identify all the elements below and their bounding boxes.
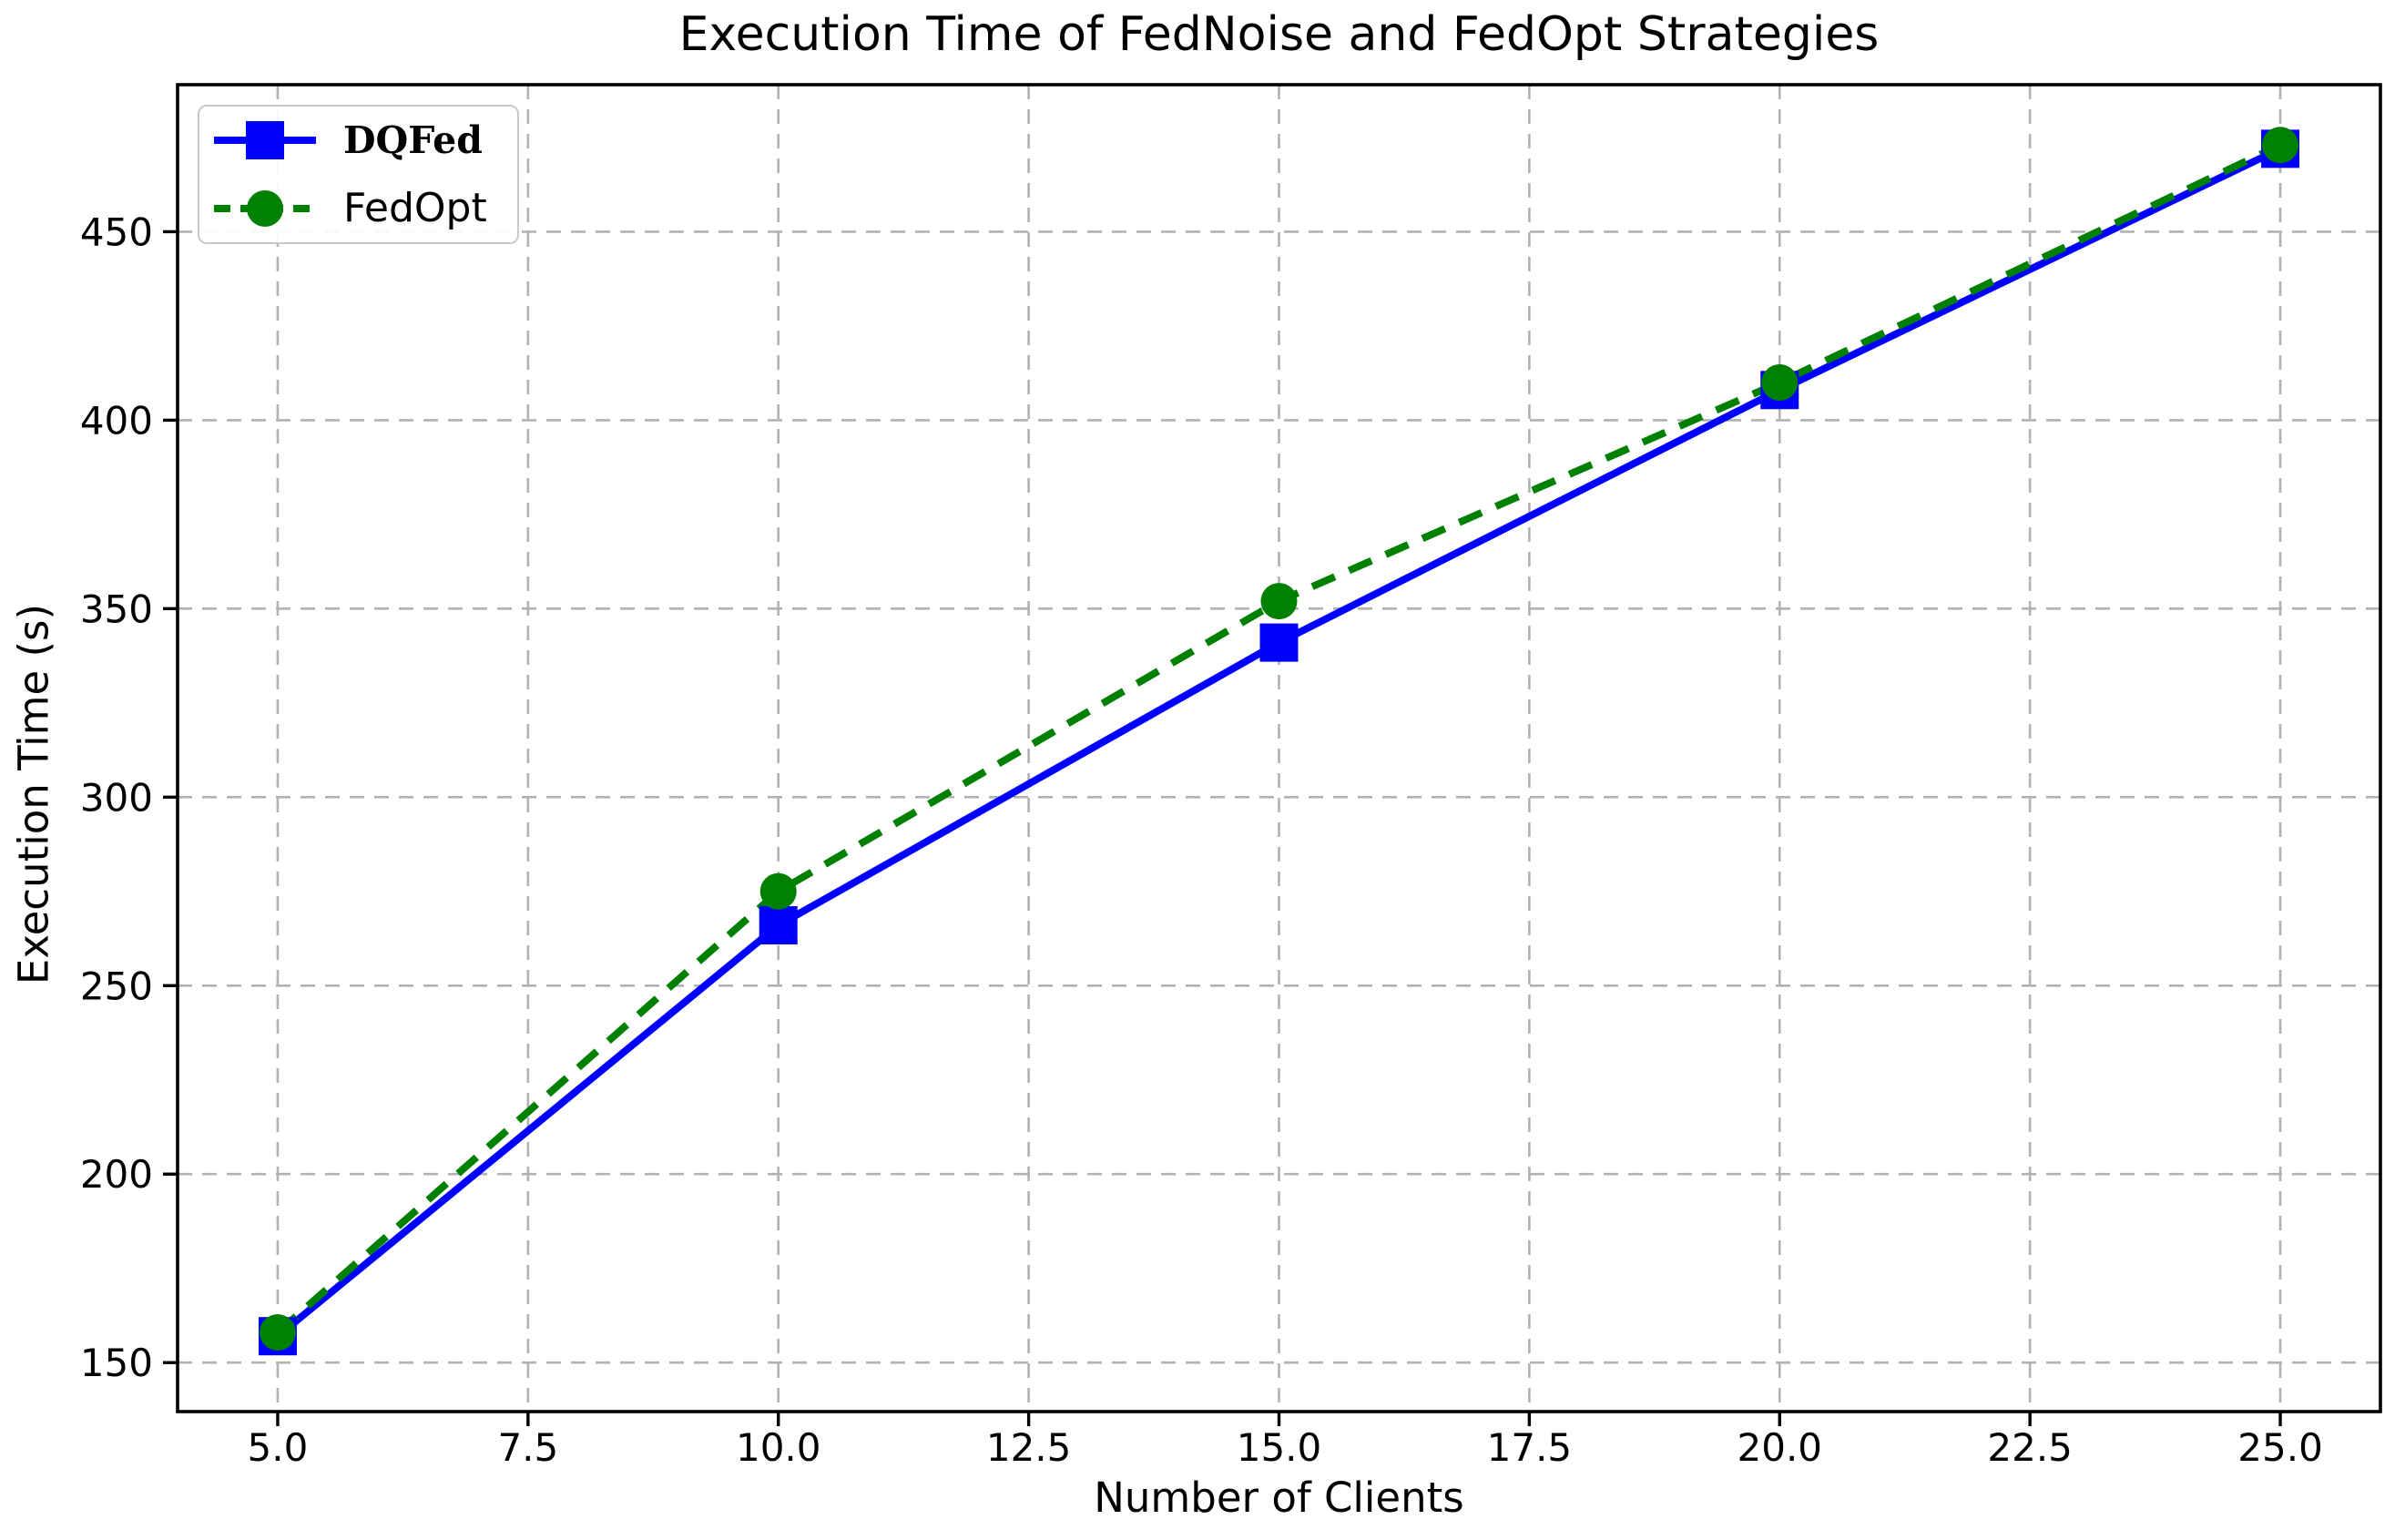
x-tick-label: 5.0 <box>248 1425 309 1470</box>
x-tick-label: 15.0 <box>1237 1425 1322 1470</box>
legend-label-fedopt: FedOpt <box>343 185 487 231</box>
legend-item-fedopt: FedOpt <box>199 185 517 231</box>
dqfed-line-square-icon <box>214 121 316 159</box>
x-tick-label: 25.0 <box>2237 1425 2323 1470</box>
x-tick-label: 7.5 <box>497 1425 558 1470</box>
legend-label-dqfed: DQFed <box>343 118 483 162</box>
legend-square-marker <box>246 121 284 159</box>
data-point-fedopt <box>759 872 797 910</box>
legend: DQFed FedOpt <box>198 105 519 244</box>
y-tick-label: 200 <box>80 1152 153 1197</box>
y-tick-label: 150 <box>80 1341 153 1385</box>
x-tick-label: 12.5 <box>986 1425 1072 1470</box>
data-point-dqfed <box>1259 623 1299 662</box>
legend-circle-marker <box>247 189 283 227</box>
data-point-dqfed <box>759 906 798 945</box>
data-point-fedopt <box>1761 363 1799 401</box>
data-point-fedopt <box>2262 127 2299 164</box>
y-tick-label: 250 <box>80 964 153 1008</box>
x-tick-label: 20.0 <box>1738 1425 1823 1470</box>
data-point-fedopt <box>259 1314 296 1351</box>
x-tick-label: 17.5 <box>1487 1425 1573 1470</box>
data-point-fedopt <box>1260 583 1298 620</box>
y-tick-label: 300 <box>80 775 153 820</box>
legend-item-dqfed: DQFed <box>199 117 517 163</box>
series-line-dqfed <box>275 145 2282 1340</box>
axes-spines <box>176 83 2382 1413</box>
y-tick-label: 400 <box>80 398 153 443</box>
y-tick-label: 450 <box>80 209 153 254</box>
x-tick-label: 22.5 <box>1987 1425 2073 1470</box>
x-tick-label: 10.0 <box>736 1425 821 1470</box>
chart-title: Execution Time of FedNoise and FedOpt St… <box>678 7 1880 62</box>
y-tick-label: 350 <box>80 586 153 631</box>
fedopt-line-circle-icon <box>214 189 316 227</box>
x-axis-label: Number of Clients <box>1094 1474 1464 1522</box>
